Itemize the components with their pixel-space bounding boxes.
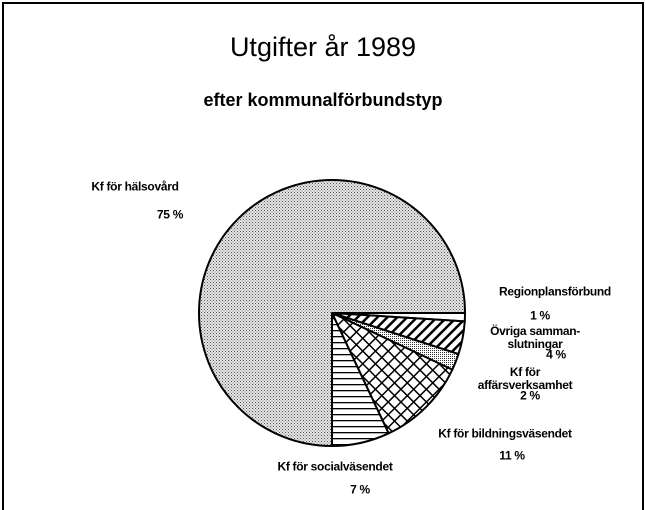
pie-slice — [198, 179, 466, 447]
pie — [198, 179, 467, 447]
value-label: 2 % — [520, 388, 540, 403]
chart-title: Utgifter år 1989 — [229, 32, 417, 62]
slice-label: Övriga samman- slutningar — [490, 324, 580, 351]
slice-label: Kf för hälsovård — [91, 179, 179, 194]
chart-subtitle: efter kommunalförbundstyp — [203, 90, 443, 110]
slice-label: Kf för bildningsväsendet — [438, 426, 572, 441]
value-label: 1 % — [530, 308, 550, 323]
value-label: 7 % — [350, 482, 370, 497]
value-label: 11 % — [499, 448, 525, 463]
value-label: 75 % — [156, 207, 184, 222]
slice-label: Regionplansförbund — [499, 284, 611, 299]
slice-label: Kf för socialväsendet — [277, 459, 393, 474]
pie-slice — [331, 312, 454, 435]
slice-label: Kf för affärsverksamhet — [477, 365, 573, 392]
value-label: 4 % — [546, 347, 566, 362]
